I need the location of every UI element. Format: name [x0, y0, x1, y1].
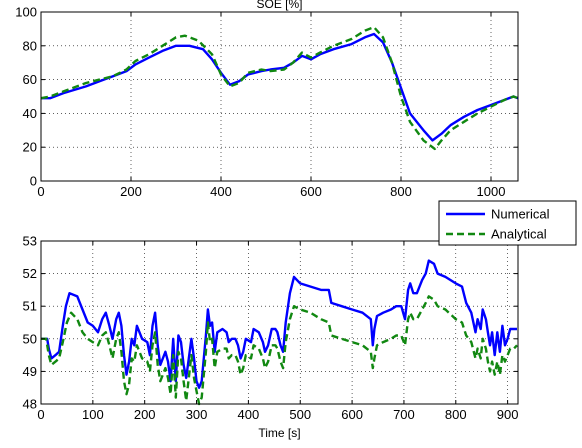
chart2-xtick-label-1: 100 [82, 407, 104, 422]
chart2-xtick-label-6: 600 [341, 407, 363, 422]
chart2-series-numerical [41, 259, 517, 389]
chart1-series-analytical [40, 26, 519, 151]
legend-label-numerical: Numerical [491, 207, 550, 222]
chart1-xtick-label-3: 600 [300, 184, 322, 199]
chart2-xtick-label-0: 0 [37, 407, 44, 422]
chart2-ytick-label-3: 51 [23, 299, 37, 314]
chart2-xtick-label-9: 900 [497, 407, 519, 422]
chart2-ytick-label-0: 48 [23, 397, 37, 412]
chart2-legend: Numerical Analytical [438, 200, 577, 246]
chart2-axes-frame [40, 240, 519, 405]
legend-box [438, 200, 577, 246]
chart2-ytick-label-4: 52 [23, 266, 37, 281]
chart2-xtick-label-4: 400 [238, 407, 260, 422]
chart1-ytick-label-5: 100 [15, 5, 37, 20]
chart2-ytick-label-1: 49 [23, 364, 37, 379]
chart1-xtick-label-4: 800 [390, 184, 412, 199]
chart2-xtick-label-5: 500 [289, 407, 311, 422]
chart1-xtick-label-2: 400 [210, 184, 232, 199]
chart1-ytick-label-3: 60 [23, 72, 37, 87]
chart2-plot: 0 100 200 300 400 500 600 700 800 900 48 49 50 51 52 53… [23, 200, 577, 440]
chart2-plot-area [41, 241, 518, 404]
chart1-plot-area [41, 12, 518, 181]
legend-label-analytical: Analytical [491, 227, 547, 242]
chart2-series-analytical [41, 295, 518, 406]
chart1-xtick-label-1: 200 [120, 184, 142, 199]
chart2-xlabel: Time [s] [258, 426, 300, 440]
chart1-ytick-label-0: 0 [30, 174, 37, 189]
chart1-ytick-label-2: 40 [23, 106, 37, 121]
chart1-xtick-label-5: 1000 [477, 184, 506, 199]
chart1-axes-frame [40, 11, 519, 182]
chart1-ytick-label-1: 20 [23, 140, 37, 155]
chart1-ytick-label-4: 80 [23, 38, 37, 53]
chart2-xtick-label-2: 200 [134, 407, 156, 422]
chart2-ytick-label-2: 50 [23, 331, 37, 346]
chart2-xtick-label-3: 300 [186, 407, 208, 422]
chart1-title: SOE [%] [256, 0, 302, 11]
chart2-xtick-label-7: 700 [393, 407, 415, 422]
chart1-xtick-label-0: 0 [37, 184, 44, 199]
chart2-ytick-label-5: 53 [23, 234, 37, 249]
chart1-plot: 0 200 400 600 800 1000 0 20 40 60 80 100 SOE [%] [15, 0, 519, 199]
chart2-xtick-label-8: 800 [445, 407, 467, 422]
